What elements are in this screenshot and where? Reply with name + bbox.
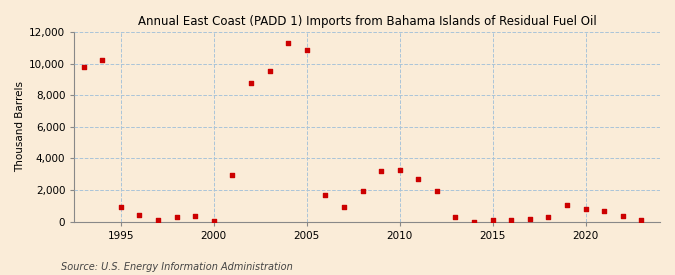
- Point: [413, 177, 424, 181]
- Point: [506, 218, 516, 222]
- Point: [246, 80, 256, 85]
- Point: [543, 215, 554, 219]
- Point: [227, 173, 238, 177]
- Point: [487, 218, 498, 222]
- Point: [301, 48, 312, 52]
- Y-axis label: Thousand Barrels: Thousand Barrels: [15, 81, 25, 172]
- Point: [115, 205, 126, 210]
- Text: Source: U.S. Energy Information Administration: Source: U.S. Energy Information Administ…: [61, 262, 292, 272]
- Point: [618, 213, 628, 218]
- Point: [376, 169, 387, 173]
- Point: [394, 167, 405, 172]
- Point: [264, 68, 275, 73]
- Point: [153, 218, 163, 222]
- Point: [97, 58, 107, 63]
- Point: [134, 212, 145, 217]
- Point: [190, 214, 200, 218]
- Title: Annual East Coast (PADD 1) Imports from Bahama Islands of Residual Fuel Oil: Annual East Coast (PADD 1) Imports from …: [138, 15, 597, 28]
- Point: [599, 209, 610, 214]
- Point: [209, 219, 219, 223]
- Point: [450, 215, 461, 219]
- Point: [339, 205, 350, 210]
- Point: [283, 41, 294, 45]
- Point: [562, 203, 572, 207]
- Point: [580, 207, 591, 211]
- Point: [431, 189, 442, 193]
- Point: [171, 215, 182, 219]
- Point: [357, 189, 368, 193]
- Point: [636, 218, 647, 222]
- Point: [78, 65, 89, 69]
- Point: [320, 192, 331, 197]
- Point: [468, 219, 479, 224]
- Point: [524, 216, 535, 221]
